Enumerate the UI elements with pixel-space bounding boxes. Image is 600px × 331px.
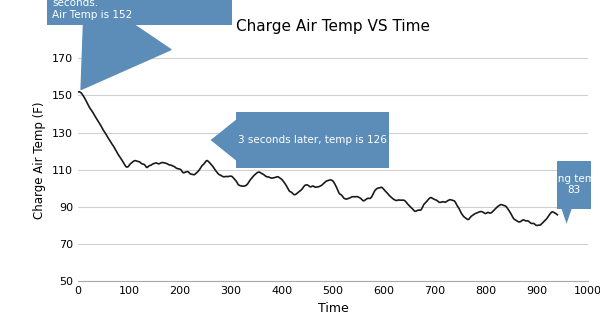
- Y-axis label: Charge Air Temp (F): Charge Air Temp (F): [34, 102, 46, 219]
- FancyBboxPatch shape: [557, 161, 590, 209]
- FancyBboxPatch shape: [236, 112, 389, 168]
- X-axis label: Time: Time: [317, 302, 349, 315]
- Polygon shape: [562, 209, 572, 224]
- Title: Charge Air Temp VS Time: Charge Air Temp VS Time: [236, 20, 430, 34]
- Text: 3 seconds later, temp is 126: 3 seconds later, temp is 126: [238, 135, 387, 145]
- Polygon shape: [211, 119, 236, 161]
- Text: Ending temp is
83: Ending temp is 83: [535, 174, 600, 196]
- Text: Gas pedal is first touched at 2.71
seconds.
Air Temp is 152: Gas pedal is first touched at 2.71 secon…: [53, 0, 227, 89]
